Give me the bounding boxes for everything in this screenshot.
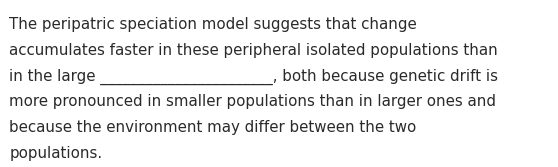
Text: more pronounced in smaller populations than in larger ones and: more pronounced in smaller populations t… (9, 94, 497, 109)
Text: The peripatric speciation model suggests that change: The peripatric speciation model suggests… (9, 17, 417, 32)
Text: populations.: populations. (9, 146, 103, 161)
Text: because the environment may differ between the two: because the environment may differ betwe… (9, 120, 417, 135)
Text: in the large _______________________, both because genetic drift is: in the large _______________________, bo… (9, 68, 498, 85)
Text: accumulates faster in these peripheral isolated populations than: accumulates faster in these peripheral i… (9, 43, 498, 58)
